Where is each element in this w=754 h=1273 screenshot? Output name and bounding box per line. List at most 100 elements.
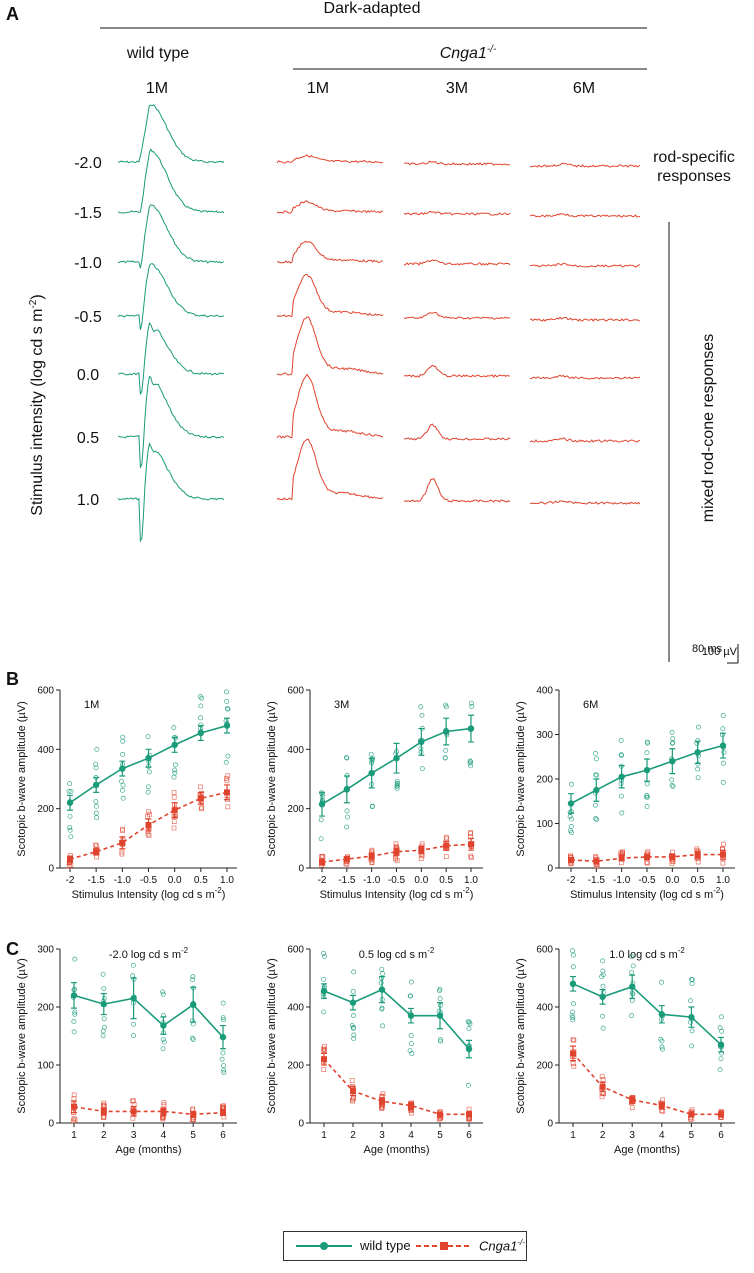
mean-point-cnga1 [720,851,726,858]
individual-point [67,827,73,833]
individual-point [659,1044,665,1050]
individual-point [593,756,599,762]
ko-3m-trace [403,210,511,216]
individual-point [93,803,99,809]
individual-point [101,1024,107,1030]
chart-inset-label: 1.0 log cd s m-2 [609,946,685,961]
individual-point [225,773,231,779]
individual-point [443,854,449,860]
intensity-label: 1.0 [77,492,99,509]
x-tick-label: -2 [318,875,327,886]
x-tick-label: 2 [101,1130,107,1141]
mean-point-cnga1 [190,1111,197,1118]
individual-point [321,976,326,982]
individual-point [171,790,177,795]
individual-point [600,983,606,989]
individual-point [695,859,701,865]
age-label-ko-1m: 1M [307,80,329,97]
x-tick-label: 0.5 [439,875,453,886]
individual-point [645,860,650,866]
mean-point-cnga1 [466,1111,472,1118]
mean-point-wild-type [349,999,357,1006]
individual-point [378,1105,384,1111]
ko-1m-trace [276,316,384,376]
x-tick-label: 1 [71,1130,77,1141]
mean-point-wild-type [436,1012,444,1019]
individual-point [689,981,695,987]
individual-point [437,996,443,1002]
individual-point [659,1038,665,1044]
individual-point [221,1103,226,1109]
mean-point-wild-type [119,765,126,772]
individual-point [147,811,152,817]
mean-point-wild-type [318,801,326,808]
rod-specific-label-1: rod-specific [653,149,735,166]
individual-point [380,971,386,977]
mean-point-cnga1 [145,821,152,828]
y-tick-label: 200 [536,1061,553,1072]
intensity-label: -1.0 [74,255,102,272]
individual-point [379,966,385,972]
y-axis-label: Scotopic b-wave amplitude (µV) [515,701,527,857]
mean-point-cnga1 [71,1103,77,1110]
x-tick-label: 1 [570,1130,576,1141]
individual-point [630,991,636,997]
wt-trace [117,263,224,330]
mean-point-wild-type [368,769,375,777]
y-axis-label: Scotopic b-wave amplitude (µV) [16,701,28,857]
mean-point-cnga1 [321,1056,327,1063]
individual-point [468,700,474,706]
individual-point [199,805,205,811]
mean-point-wild-type [190,1001,197,1008]
mean-point-wild-type [694,749,701,756]
individual-point [224,698,230,704]
mean-point-cnga1 [443,842,450,849]
individual-point [600,958,606,964]
individual-point [369,804,375,810]
individual-point [160,991,166,997]
x-tick-label: 4 [408,1130,414,1141]
x-tick-label: -0.5 [638,875,656,886]
individual-point [629,998,635,1003]
individual-point [720,779,726,785]
individual-point [570,1061,576,1066]
individual-point [443,834,449,840]
individual-point [695,766,701,772]
mean-point-cnga1 [688,1111,695,1118]
chart-C-5: 0 200 400 600 1 2 3 4 5 6 Age (months) Scotopic b-w… [266,945,483,1156]
mean-point-cnga1 [368,853,375,860]
individual-point [130,962,136,968]
mean-point-cnga1 [160,1108,167,1115]
individual-point [570,1037,576,1043]
wt-trace [117,321,225,395]
individual-point [570,964,576,970]
x-tick-label: 0.0 [168,875,182,886]
series-line-wild-type [323,988,470,1050]
individual-point [130,1115,136,1121]
mean-point-wild-type [197,729,205,737]
individual-point [146,769,152,775]
individual-point [171,774,177,780]
y-tick-label: 600 [287,686,304,697]
series-line-wild-type [73,994,224,1038]
individual-point [351,1013,356,1019]
individual-point [721,749,727,755]
x-axis-label: Stimulus Intensity (log cd s m-2) [570,886,724,901]
individual-point [101,1016,107,1022]
x-tick-label: -1.5 [338,875,356,886]
individual-point [101,1100,107,1106]
x-tick-label: 3 [629,1130,635,1141]
individual-point [100,1033,106,1039]
individual-point [120,795,126,801]
individual-point [322,954,328,959]
individual-point [467,834,473,840]
individual-point [670,740,675,746]
individual-point [67,813,73,819]
individual-point [571,1037,577,1043]
mean-point-cnga1 [100,1108,107,1115]
individual-point [571,1001,576,1007]
y-tick-label: 300 [536,730,553,741]
individual-point [644,804,650,809]
individual-point [408,1033,414,1038]
y-tick-label: 200 [287,804,304,815]
